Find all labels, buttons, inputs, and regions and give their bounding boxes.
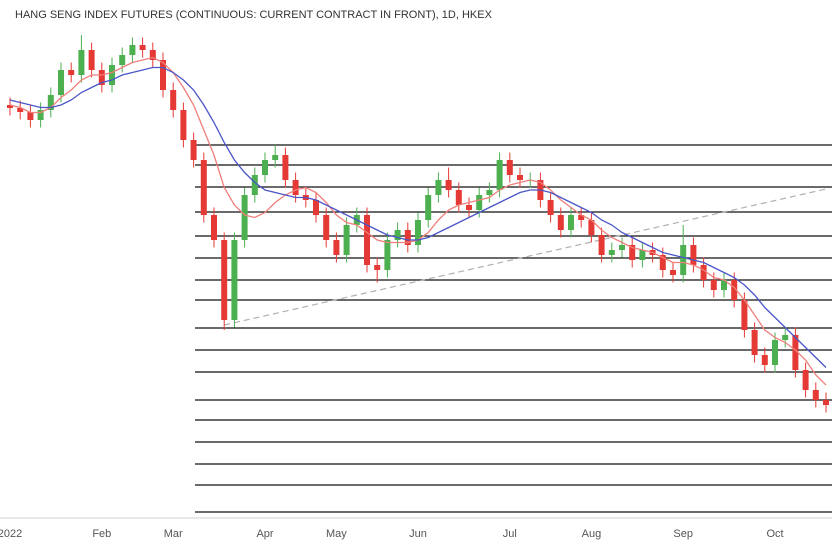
candle-body xyxy=(58,70,64,95)
candle-body xyxy=(506,160,513,175)
candle-body xyxy=(710,280,717,290)
candle-body xyxy=(27,112,34,120)
candle-body xyxy=(700,265,707,280)
candle-body xyxy=(823,400,829,405)
candle-body xyxy=(557,215,564,230)
candle-body xyxy=(751,330,758,355)
x-tick-label: Jul xyxy=(503,528,517,540)
candle-body xyxy=(200,160,207,215)
candle-body xyxy=(272,155,279,160)
candle-body xyxy=(323,215,330,240)
candle-body xyxy=(659,255,666,270)
candle-body xyxy=(496,160,503,190)
candle-body xyxy=(415,220,421,245)
candle-body xyxy=(476,195,483,210)
candle-body xyxy=(333,240,340,255)
candle-body xyxy=(282,155,289,180)
trendline xyxy=(224,188,827,326)
candle-body xyxy=(313,200,319,215)
candle-body xyxy=(251,175,258,195)
candle-body xyxy=(639,250,646,260)
candle-body xyxy=(231,240,238,320)
candle-body xyxy=(88,50,95,70)
candle-body xyxy=(292,180,299,195)
candle-body xyxy=(109,65,115,85)
candle-body xyxy=(690,245,697,265)
candle-body xyxy=(149,50,156,60)
candle-body xyxy=(741,300,748,330)
candle-body xyxy=(17,108,24,112)
candle-body xyxy=(139,45,146,50)
x-tick-label: Aug xyxy=(582,528,602,540)
moving-average-line xyxy=(9,66,827,368)
candle-body xyxy=(435,180,442,195)
candle-body xyxy=(37,110,44,120)
candle-body xyxy=(466,205,472,210)
candle-body xyxy=(241,195,248,240)
candle-body xyxy=(486,190,493,195)
x-tick-label: Feb xyxy=(92,528,111,540)
candle-body xyxy=(7,105,13,108)
candle-body xyxy=(384,240,391,270)
candle-body xyxy=(262,160,268,175)
candle-body xyxy=(680,245,687,275)
candle-body xyxy=(588,220,595,235)
candle-body xyxy=(394,230,401,240)
x-tick-label: 2022 xyxy=(0,528,22,540)
candle-body xyxy=(670,270,676,275)
candle-body xyxy=(170,90,177,110)
candle-body xyxy=(425,195,432,220)
x-tick-label: May xyxy=(326,528,347,540)
x-tick-label: Apr xyxy=(256,528,273,540)
candle-body xyxy=(129,45,136,55)
candle-body xyxy=(772,340,778,365)
candle-body xyxy=(619,245,625,250)
candle-body xyxy=(47,95,54,110)
candle-body xyxy=(598,235,605,255)
candle-body xyxy=(731,280,738,300)
candle-body xyxy=(547,200,554,215)
candle-body xyxy=(364,215,370,265)
chart-title: HANG SENG INDEX FUTURES (CONTINUOUS: CUR… xyxy=(15,9,493,21)
candle-body xyxy=(782,335,789,340)
candle-body xyxy=(608,250,615,255)
candle-body xyxy=(98,70,105,85)
candle-body xyxy=(761,355,768,365)
candle-body xyxy=(374,265,381,270)
candle-body xyxy=(445,180,452,190)
candle-body xyxy=(119,55,126,65)
candle-body xyxy=(404,230,411,245)
candle-body xyxy=(629,245,636,260)
candle-body xyxy=(812,390,819,400)
candle-body xyxy=(578,215,585,220)
candle-body xyxy=(190,140,197,160)
candle-body xyxy=(568,215,574,230)
candle-body xyxy=(68,70,75,75)
candle-body xyxy=(455,190,462,205)
candle-body xyxy=(78,50,85,75)
x-tick-label: Sep xyxy=(673,528,693,540)
x-tick-label: Mar xyxy=(164,528,183,540)
candle-body xyxy=(180,110,187,140)
candle-body xyxy=(221,240,228,320)
candle-body xyxy=(517,175,523,180)
candle-body xyxy=(160,60,166,90)
candle-body xyxy=(802,370,809,390)
candle-body xyxy=(721,280,727,290)
x-tick-label: Oct xyxy=(766,528,783,540)
x-tick-label: Jun xyxy=(409,528,427,540)
candle-body xyxy=(211,215,217,240)
candle-body xyxy=(792,335,799,370)
candle-body xyxy=(343,225,350,255)
